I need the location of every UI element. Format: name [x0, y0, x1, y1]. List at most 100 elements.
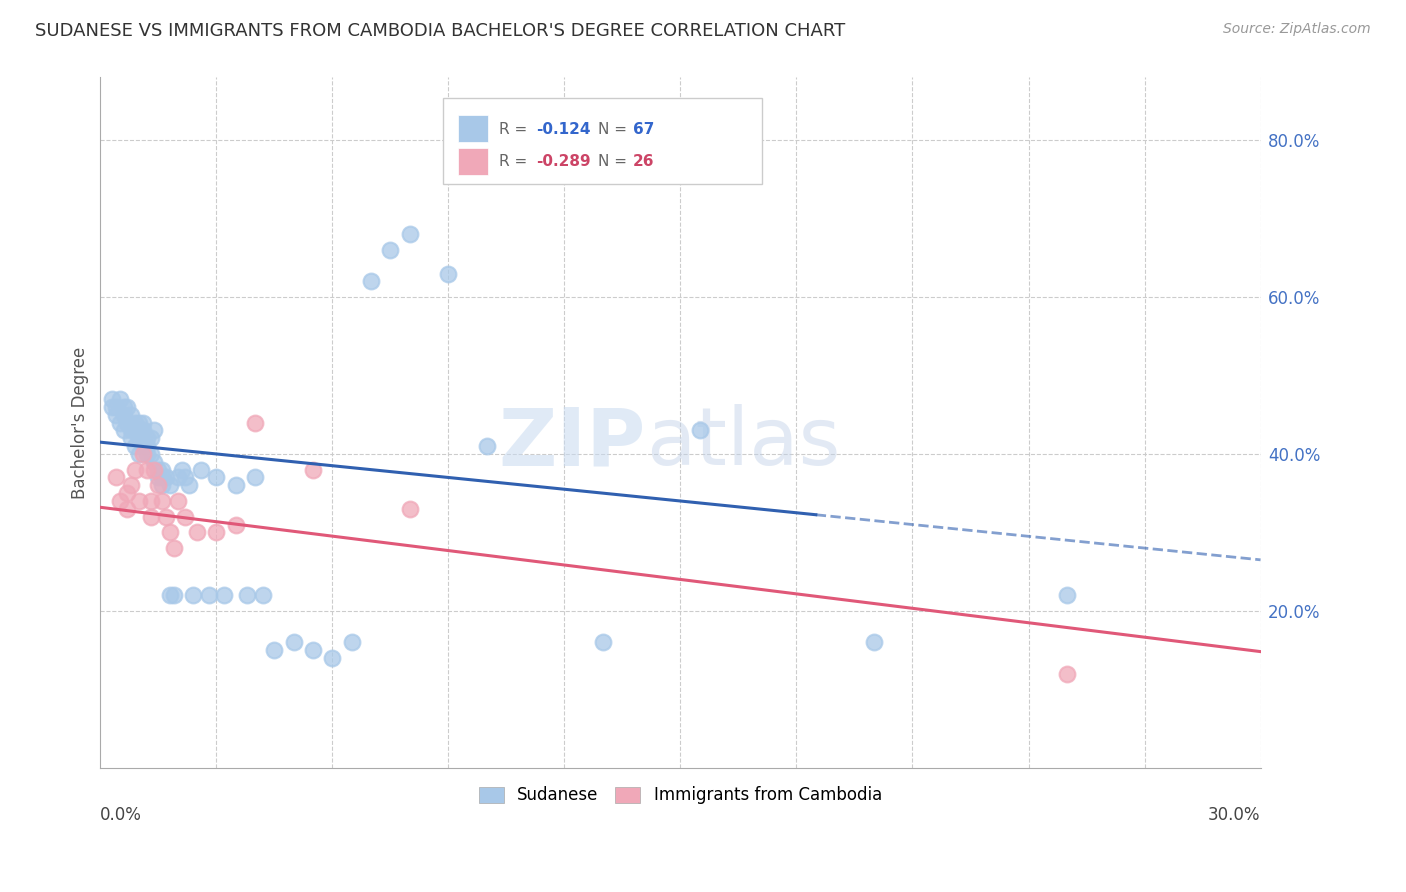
Point — [302, 643, 325, 657]
Text: 0.0%: 0.0% — [100, 805, 142, 823]
Point — [186, 525, 208, 540]
Point — [174, 509, 197, 524]
Text: atlas: atlas — [645, 404, 839, 483]
Point — [139, 509, 162, 524]
Point — [112, 408, 135, 422]
Point — [124, 462, 146, 476]
Point — [166, 470, 188, 484]
Point — [225, 478, 247, 492]
Text: 30.0%: 30.0% — [1208, 805, 1261, 823]
Point — [340, 635, 363, 649]
Point — [108, 494, 131, 508]
Point — [150, 462, 173, 476]
Point — [117, 501, 139, 516]
Point — [120, 408, 142, 422]
Point — [108, 392, 131, 406]
Text: SUDANESE VS IMMIGRANTS FROM CAMBODIA BACHELOR'S DEGREE CORRELATION CHART: SUDANESE VS IMMIGRANTS FROM CAMBODIA BAC… — [35, 22, 845, 40]
Point — [117, 486, 139, 500]
Legend: Sudanese, Immigrants from Cambodia: Sudanese, Immigrants from Cambodia — [472, 780, 889, 811]
Text: N =: N = — [598, 154, 627, 169]
Point — [117, 400, 139, 414]
Point — [212, 588, 235, 602]
Point — [163, 541, 186, 555]
Point — [181, 588, 204, 602]
Point — [150, 478, 173, 492]
Point — [128, 416, 150, 430]
Point — [132, 424, 155, 438]
Point — [143, 455, 166, 469]
Point — [120, 478, 142, 492]
Point — [101, 400, 124, 414]
Text: 67: 67 — [633, 121, 654, 136]
Point — [243, 470, 266, 484]
Text: 26: 26 — [633, 154, 654, 169]
Point — [174, 470, 197, 484]
Point — [128, 424, 150, 438]
Point — [155, 470, 177, 484]
Text: -0.124: -0.124 — [537, 121, 591, 136]
Point — [321, 651, 343, 665]
Point — [135, 462, 157, 476]
Point — [205, 525, 228, 540]
Point — [132, 416, 155, 430]
Text: ZIP: ZIP — [498, 404, 645, 483]
Point — [166, 494, 188, 508]
Point — [101, 392, 124, 406]
Point — [150, 494, 173, 508]
FancyBboxPatch shape — [443, 98, 762, 185]
Point — [132, 439, 155, 453]
Point — [128, 447, 150, 461]
Point — [132, 447, 155, 461]
Point — [104, 470, 127, 484]
Point — [163, 588, 186, 602]
Point — [862, 635, 884, 649]
Point — [143, 462, 166, 476]
Point — [190, 462, 212, 476]
Point — [124, 416, 146, 430]
Point — [159, 588, 181, 602]
Point — [252, 588, 274, 602]
Point — [159, 525, 181, 540]
Point — [155, 509, 177, 524]
Point — [135, 439, 157, 453]
Point — [143, 424, 166, 438]
Point — [437, 267, 460, 281]
FancyBboxPatch shape — [458, 115, 488, 143]
Point — [112, 400, 135, 414]
Point — [150, 470, 173, 484]
Point — [148, 478, 170, 492]
Point — [592, 635, 614, 649]
Point — [117, 416, 139, 430]
Text: R =: R = — [499, 121, 527, 136]
Point — [120, 431, 142, 445]
Point — [263, 643, 285, 657]
Point — [139, 431, 162, 445]
Point — [283, 635, 305, 649]
Point — [104, 400, 127, 414]
Point — [236, 588, 259, 602]
Text: Source: ZipAtlas.com: Source: ZipAtlas.com — [1223, 22, 1371, 37]
Point — [104, 408, 127, 422]
Point — [197, 588, 219, 602]
Point — [398, 227, 420, 242]
Text: R =: R = — [499, 154, 527, 169]
Point — [148, 470, 170, 484]
Point — [108, 416, 131, 430]
Point — [139, 447, 162, 461]
Point — [128, 431, 150, 445]
Point — [139, 494, 162, 508]
FancyBboxPatch shape — [458, 148, 488, 175]
Point — [170, 462, 193, 476]
Point — [360, 274, 382, 288]
Point — [135, 447, 157, 461]
Point — [128, 494, 150, 508]
Point — [1056, 588, 1078, 602]
Point — [689, 424, 711, 438]
Point — [120, 424, 142, 438]
Point — [124, 424, 146, 438]
Point — [1056, 666, 1078, 681]
Text: N =: N = — [598, 121, 627, 136]
Text: -0.289: -0.289 — [537, 154, 591, 169]
Point — [475, 439, 498, 453]
Point — [159, 478, 181, 492]
